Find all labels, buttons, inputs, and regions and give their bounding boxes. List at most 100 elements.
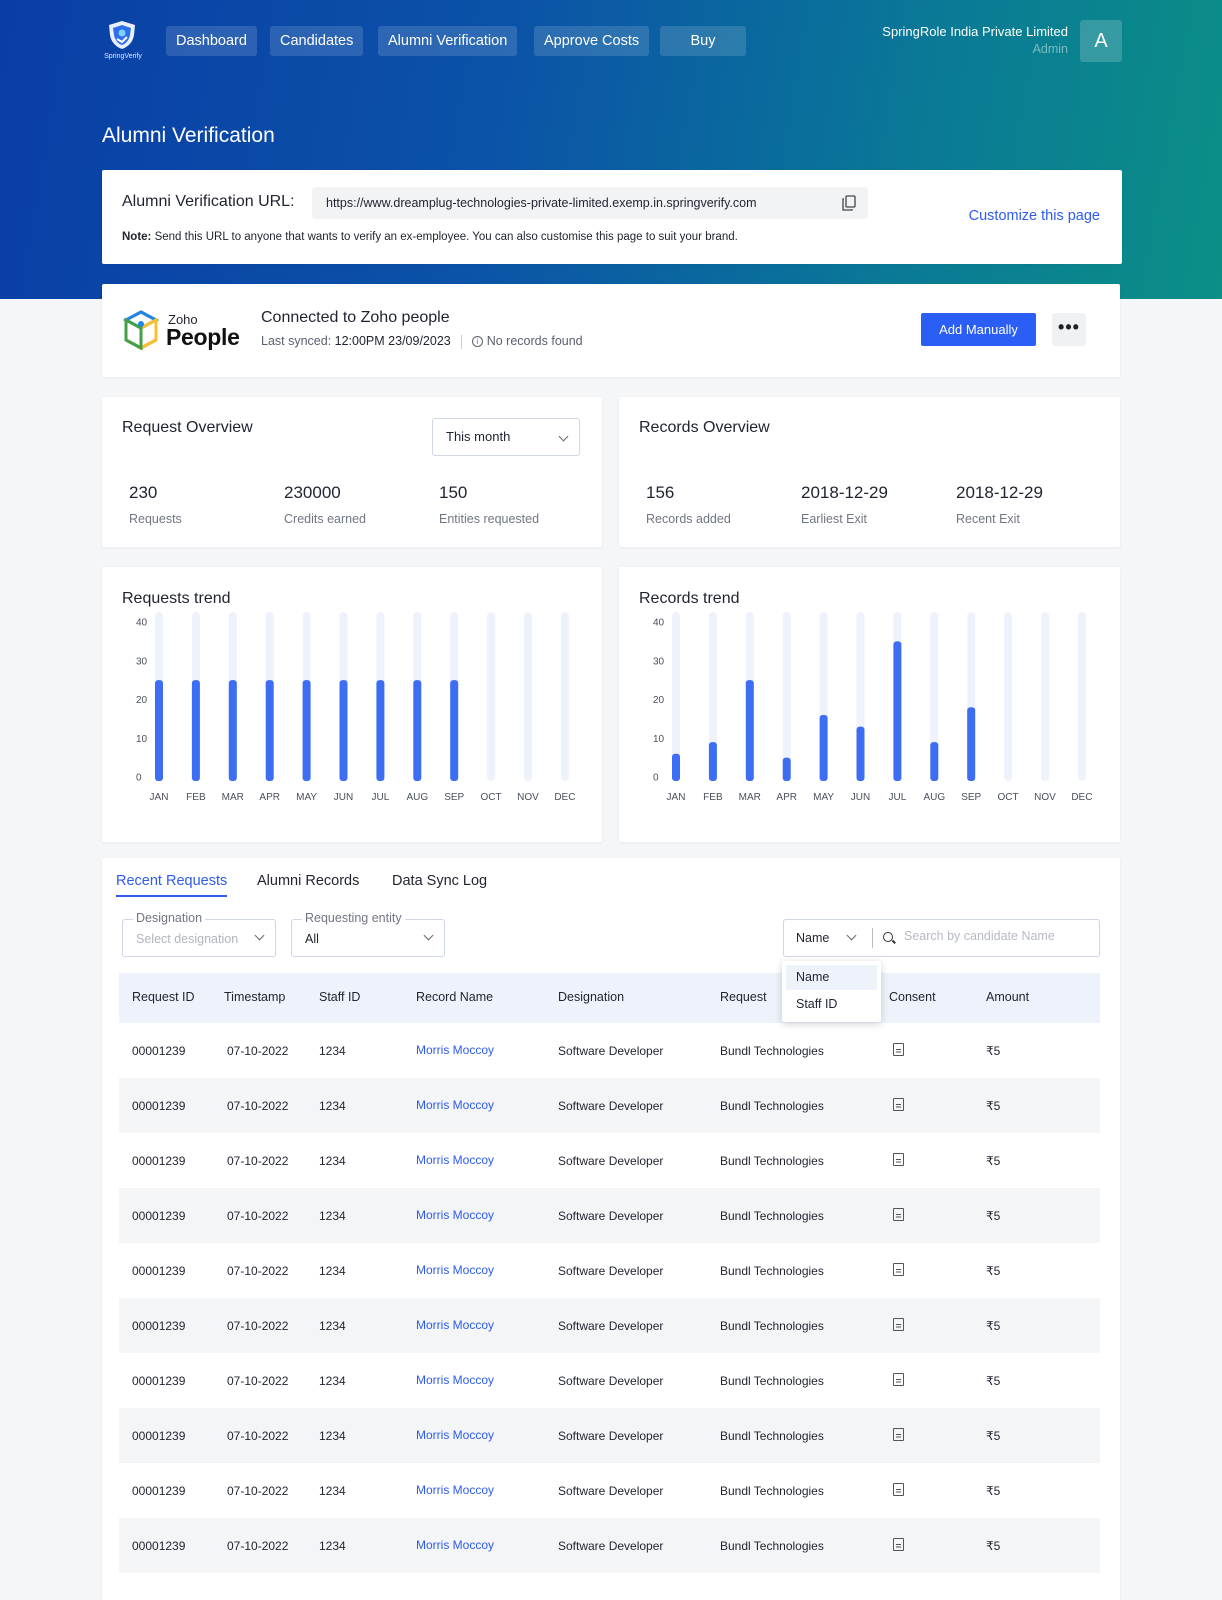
bar-aug[interactable] [930, 742, 939, 781]
bar-feb[interactable] [191, 680, 200, 781]
request-id: 00001239 [132, 1484, 186, 1498]
nav-alumni-verification[interactable]: Alumni Verification [378, 26, 518, 56]
table-row: 00001239 07-10-2022 1234 Morris Moccoy Softw… [119, 1518, 1100, 1573]
bar-jan[interactable] [672, 753, 680, 781]
record-name-link[interactable]: Morris Moccoy [416, 1538, 495, 1552]
table-row: 00001239 07-10-2022 1234 Morris Moccoy Softw… [119, 1298, 1100, 1353]
tab-data-sync-log[interactable]: Data Sync Log [392, 873, 488, 889]
staff-id: 1234 [319, 1099, 346, 1113]
staff-id: 1234 [319, 1154, 346, 1168]
bar-jul[interactable] [376, 680, 385, 781]
bar-sep[interactable] [450, 680, 459, 781]
bar-track [708, 612, 717, 781]
springverify-logo[interactable]: SpringVerify [102, 20, 144, 64]
copy-icon[interactable] [842, 195, 856, 211]
designation: Software Developer [558, 1264, 664, 1278]
y-tick-label: 40 [136, 618, 148, 629]
bar-jun[interactable] [856, 726, 865, 781]
account-info[interactable]: SpringRole India Private Limited Admin [882, 24, 1068, 56]
nav-buy[interactable]: Buy [660, 26, 746, 56]
stat-label: Entities requested [439, 512, 540, 526]
request-id: 00001239 [132, 1539, 186, 1553]
zoho-logo-text: Zoho [168, 312, 198, 327]
x-tick-label: JUL [372, 792, 390, 803]
record-name-link[interactable]: Morris Moccoy [416, 1098, 495, 1112]
column-header: Consent [889, 990, 936, 1004]
bar-jul[interactable] [893, 641, 902, 781]
bar-may[interactable] [819, 715, 828, 781]
dropdown-option-staff-id[interactable]: Staff ID [796, 997, 838, 1011]
timestamp: 07-10-2022 [227, 1154, 289, 1168]
stat-label: Earliest Exit [801, 512, 867, 526]
bar-track [560, 612, 569, 781]
consent-document-icon[interactable] [893, 1263, 904, 1276]
record-name-link[interactable]: Morris Moccoy [416, 1428, 495, 1442]
amount: ₹5 [986, 1374, 1001, 1388]
record-name-link[interactable]: Morris Moccoy [416, 1153, 495, 1167]
record-name-link[interactable]: Morris Moccoy [416, 1208, 495, 1222]
bar-apr[interactable] [782, 757, 791, 781]
requesting-entity-filter[interactable]: Requesting entity All [291, 911, 445, 957]
consent-document-icon[interactable] [893, 1483, 904, 1496]
period-value: This month [446, 429, 511, 444]
consent-document-icon[interactable] [893, 1318, 904, 1331]
consent-document-icon[interactable] [893, 1098, 904, 1111]
last-synced-label: Last synced: [261, 334, 335, 348]
x-tick-label: AUG [923, 792, 945, 803]
verification-url-field[interactable]: https://www.dreamplug-technologies-priva… [312, 187, 868, 219]
nav-candidates[interactable]: Candidates [270, 26, 364, 56]
chevron-down-icon[interactable] [846, 930, 857, 941]
bar-jun[interactable] [339, 680, 348, 781]
consent-document-icon[interactable] [893, 1428, 904, 1441]
dropdown-option-name[interactable]: Name [786, 965, 877, 990]
avatar[interactable]: A [1080, 20, 1122, 62]
bar-track [1004, 612, 1013, 781]
bar-feb[interactable] [708, 742, 717, 781]
bar-mar[interactable] [228, 680, 237, 781]
nav-dashboard[interactable]: Dashboard [166, 26, 257, 56]
bar-aug[interactable] [413, 680, 422, 781]
record-name-link[interactable]: Morris Moccoy [416, 1318, 495, 1332]
requesting-entity: Bundl Technologies [720, 1429, 824, 1443]
y-tick-label: 40 [653, 618, 665, 629]
bar-sep[interactable] [967, 707, 976, 781]
verification-url-text: https://www.dreamplug-technologies-priva… [326, 196, 757, 210]
consent-document-icon[interactable] [893, 1043, 904, 1056]
period-select[interactable]: This month [432, 418, 580, 456]
search-input[interactable] [904, 929, 1084, 943]
record-name-link[interactable]: Morris Moccoy [416, 1373, 495, 1387]
consent-document-icon[interactable] [893, 1538, 904, 1551]
bar-jan[interactable] [155, 680, 163, 781]
chevron-down-icon [254, 930, 265, 941]
records-overview-card: Records Overview 156 Records added 2018-… [619, 397, 1120, 547]
amount: ₹5 [986, 1264, 1001, 1278]
tab-alumni-records[interactable]: Alumni Records [257, 873, 360, 889]
nav-approve-costs[interactable]: Approve Costs [534, 26, 650, 56]
customize-page-link[interactable]: Customize this page [968, 208, 1100, 224]
add-manually-button[interactable]: Add Manually [921, 313, 1036, 346]
designation-filter[interactable]: Designation Select designation [122, 911, 276, 957]
bar-may[interactable] [302, 680, 311, 781]
stat-value: 156 [646, 483, 675, 502]
bar-mar[interactable] [745, 680, 754, 781]
record-name-link[interactable]: Morris Moccoy [416, 1483, 495, 1497]
divider [872, 928, 873, 948]
record-name-link[interactable]: Morris Moccoy [416, 1263, 495, 1277]
bar-track [930, 612, 939, 781]
zoho-people-logo-icon [122, 310, 160, 351]
requesting-entity: Bundl Technologies [720, 1374, 824, 1388]
bar-apr[interactable] [265, 680, 274, 781]
table-row: 00001239 07-10-2022 1234 Morris Moccoy Softw… [119, 1188, 1100, 1243]
records-trend-title: Records trend [639, 590, 740, 607]
consent-document-icon[interactable] [893, 1208, 904, 1221]
consent-document-icon[interactable] [893, 1373, 904, 1386]
staff-id: 1234 [319, 1374, 346, 1388]
search-bar: Name [783, 919, 1100, 957]
amount: ₹5 [986, 1319, 1001, 1333]
consent-document-icon[interactable] [893, 1153, 904, 1166]
search-by-select[interactable]: Name [796, 931, 830, 945]
record-name-link[interactable]: Morris Moccoy [416, 1043, 495, 1057]
more-options-button[interactable]: ••• [1052, 313, 1086, 346]
tab-recent-requests[interactable]: Recent Requests [116, 873, 228, 897]
x-tick-label: JUN [851, 792, 870, 803]
